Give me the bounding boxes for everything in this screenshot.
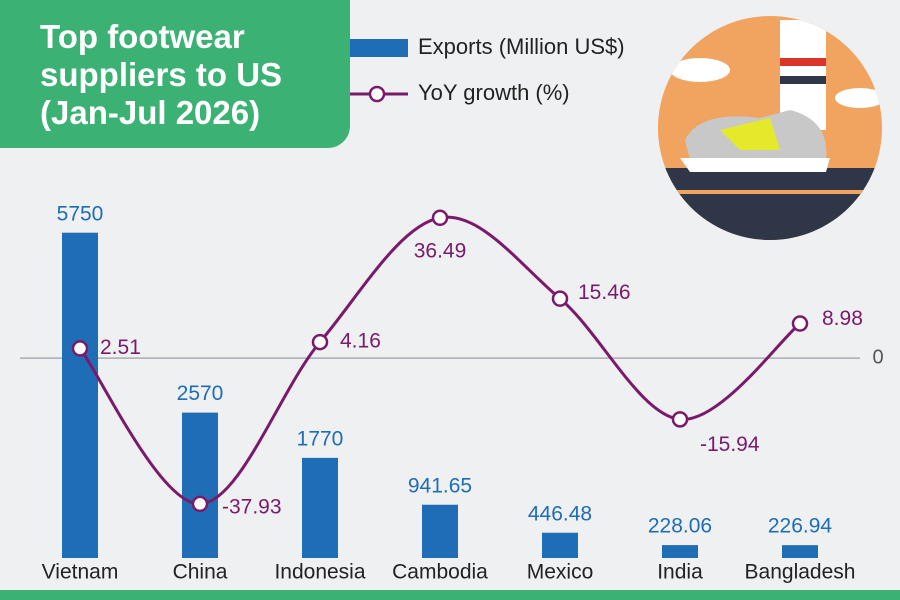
growth-marker — [311, 333, 329, 351]
bar — [302, 457, 338, 558]
bar-value-label: 228.06 — [648, 515, 712, 538]
bar-value-label: 2570 — [177, 382, 224, 405]
growth-value-label: 4.16 — [340, 330, 381, 353]
growth-value-label: -37.93 — [222, 495, 282, 518]
x-tick-label: Vietnam — [42, 561, 119, 584]
growth-value-label: -15.94 — [700, 433, 760, 456]
legend-marker — [368, 85, 386, 103]
y2-tick-label: 0 — [872, 346, 883, 368]
growth-value-label: 36.49 — [414, 239, 467, 262]
x-tick-label: Bangladesh — [745, 561, 856, 584]
bar-value-label: 1770 — [297, 427, 344, 450]
x-tick-label: India — [657, 561, 703, 584]
x-tick-label: Cambodia — [392, 561, 488, 584]
growth-marker — [791, 315, 809, 332]
footer-strip — [0, 590, 900, 600]
legend-label: Exports (Million US$) — [418, 34, 625, 59]
growth-marker — [71, 340, 89, 357]
illustration — [658, 16, 882, 240]
x-tick-label: China — [173, 561, 228, 584]
bar — [62, 232, 98, 558]
growth-value-label: 2.51 — [100, 336, 141, 359]
growth-marker — [431, 209, 449, 227]
bar — [542, 532, 578, 558]
legend-label: YoY growth (%) — [418, 80, 570, 105]
x-tick-label: Indonesia — [274, 561, 365, 584]
bar — [782, 545, 818, 558]
growth-marker — [671, 411, 689, 428]
growth-marker — [551, 290, 569, 307]
bar — [422, 504, 458, 558]
x-tick-label: Mexico — [527, 561, 594, 584]
bar-value-label: 226.94 — [768, 515, 833, 538]
legend-swatch — [346, 39, 408, 57]
bar — [182, 412, 218, 558]
growth-marker — [191, 495, 209, 513]
bar-value-label: 446.48 — [528, 502, 592, 525]
bar — [662, 545, 698, 558]
chart-title: Top footwear suppliers to US (Jan-Jul 20… — [0, 0, 350, 148]
growth-value-label: 8.98 — [822, 307, 863, 330]
growth-value-label: 15.46 — [578, 281, 631, 304]
bar-value-label: 5750 — [57, 202, 104, 225]
bar-value-label: 941.65 — [408, 474, 472, 497]
